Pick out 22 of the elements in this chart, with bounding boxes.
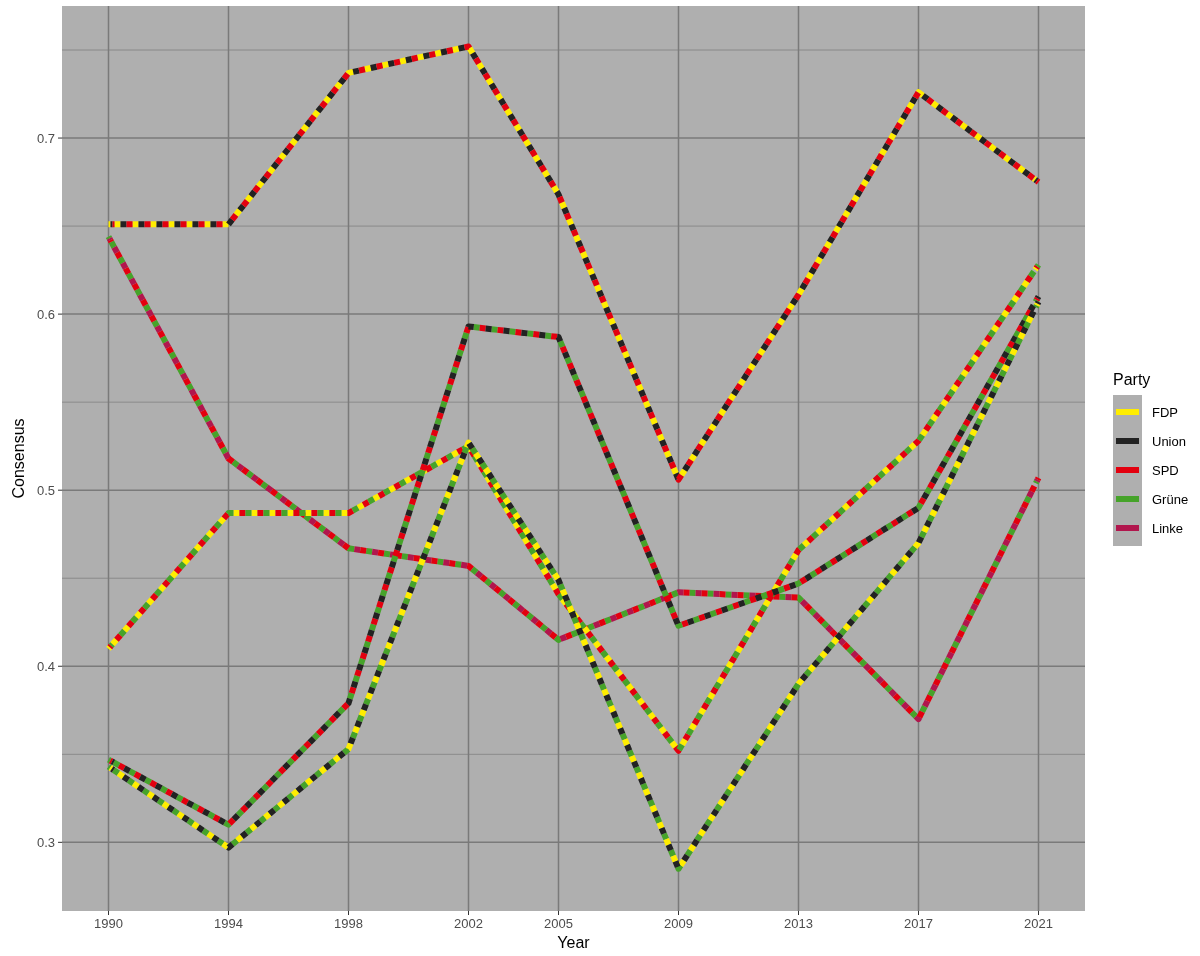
legend-label: SPD <box>1152 463 1179 478</box>
legend-title: Party <box>1113 371 1151 388</box>
x-tick-label: 2017 <box>904 916 933 931</box>
x-tick-label: 2021 <box>1024 916 1053 931</box>
x-axis-title: Year <box>557 934 591 951</box>
y-tick-label: 0.3 <box>36 834 55 850</box>
y-tick-label: 0.4 <box>36 658 55 674</box>
legend-label: Union <box>1152 434 1186 449</box>
x-tick-label: 1990 <box>94 916 123 931</box>
x-tick-label: 1998 <box>334 916 363 931</box>
y-tick-label: 0.5 <box>36 482 55 498</box>
y-tick-label: 0.6 <box>36 306 55 322</box>
legend-label: FDP <box>1152 405 1178 420</box>
legend-label: Linke <box>1152 521 1184 536</box>
x-tick-label: 1994 <box>214 916 243 931</box>
x-tick-label: 2005 <box>544 916 573 931</box>
x-tick-label: 2009 <box>664 916 693 931</box>
x-tick-label: 2002 <box>454 916 483 931</box>
legend-label: Grüne <box>1152 492 1189 507</box>
x-tick-label: 2013 <box>784 916 813 931</box>
y-tick-label: 0.7 <box>36 130 55 146</box>
y-axis-title: Consensus <box>10 418 27 499</box>
